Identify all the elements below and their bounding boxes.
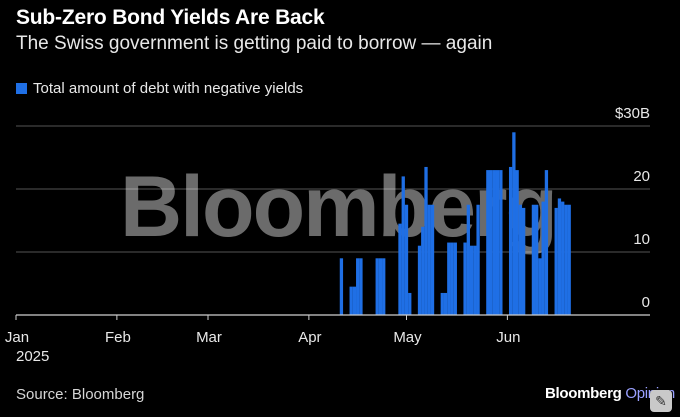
bar [443, 292, 448, 315]
bar [489, 170, 493, 315]
bar [440, 292, 444, 315]
bar [450, 242, 454, 315]
watermark: Bloomberg [120, 159, 556, 255]
bar [508, 166, 513, 315]
x-tick-label: Mar [196, 329, 222, 346]
bar [401, 176, 405, 315]
bar [521, 207, 526, 315]
x-tick-label: Jan [5, 329, 29, 346]
bar [382, 258, 386, 315]
bar [339, 258, 344, 315]
bar [424, 166, 428, 315]
bar [404, 204, 409, 315]
y-tick-label: 0 [642, 294, 650, 311]
bar [518, 204, 523, 315]
bar [476, 204, 480, 315]
bar [473, 245, 477, 315]
x-tick-label: May [393, 329, 422, 346]
bar [417, 245, 422, 315]
bar [495, 170, 500, 315]
bar [375, 258, 379, 315]
bar [541, 201, 545, 315]
legend: Total amount of debt with negative yield… [16, 80, 303, 97]
brand-name: Bloomberg [545, 385, 622, 402]
bar [453, 242, 457, 315]
bar [492, 170, 497, 315]
bar [349, 286, 353, 315]
x-tick-label: Feb [105, 329, 131, 346]
bar [564, 204, 568, 315]
bar [554, 207, 558, 315]
bar [515, 170, 519, 315]
bar [463, 242, 467, 315]
bar [544, 170, 549, 315]
bar [427, 204, 431, 315]
bar [499, 170, 503, 315]
bar [538, 258, 542, 315]
bar [512, 132, 516, 315]
x-tick-label: Jun [496, 329, 520, 346]
bar [430, 204, 435, 315]
bar [535, 204, 539, 315]
bar [486, 170, 490, 315]
legend-label: Total amount of debt with negative yield… [33, 80, 304, 97]
source-note: Source: Bloomberg [16, 386, 145, 403]
bar [466, 204, 470, 315]
bar [557, 198, 562, 315]
bar [378, 258, 383, 315]
bar [359, 258, 363, 315]
chart-subtitle: The Swiss government is getting paid to … [16, 33, 493, 54]
bar [356, 258, 360, 315]
legend-swatch [16, 83, 27, 94]
y-tick-label: $30B [615, 105, 650, 122]
x-year-label: 2025 [16, 348, 49, 365]
bar [408, 292, 412, 315]
opinion-badge-icon: ✎ [650, 390, 672, 412]
bar [398, 223, 402, 315]
y-tick-label: 20 [633, 168, 650, 185]
bar [421, 226, 425, 315]
bar [469, 245, 474, 315]
bar [567, 204, 571, 315]
x-tick-label: Apr [298, 329, 321, 346]
y-tick-label: 10 [633, 231, 650, 248]
chart-title: Sub-Zero Bond Yields Are Back [16, 6, 325, 29]
bar [447, 242, 451, 315]
bar [561, 201, 565, 315]
bar [352, 286, 357, 315]
bar [531, 204, 536, 315]
